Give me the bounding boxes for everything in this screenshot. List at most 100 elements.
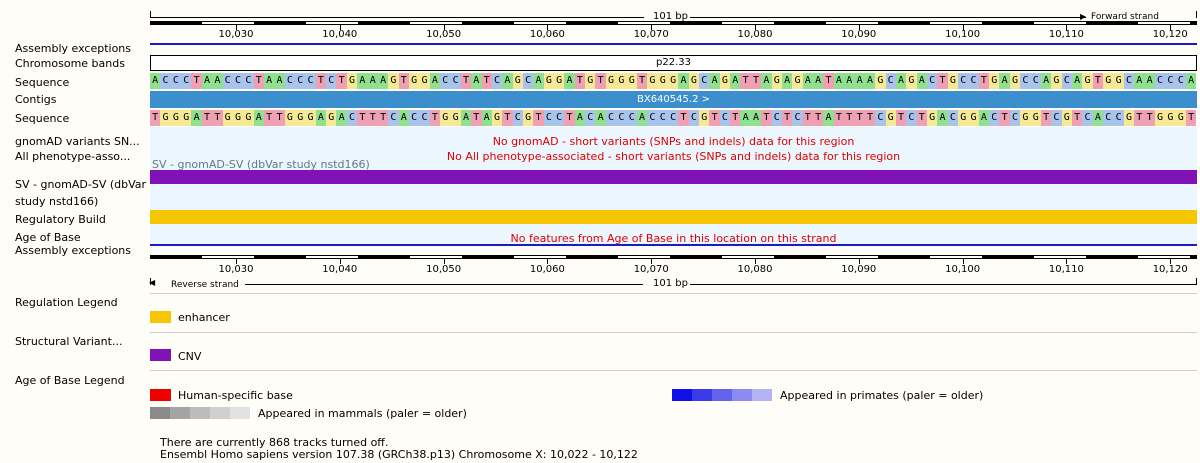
forward-sequence-base[interactable]: C (170, 73, 182, 89)
reverse-sequence-base[interactable]: G (1154, 110, 1166, 126)
forward-sequence-base[interactable]: A (781, 73, 793, 89)
track-label-regulatory-build[interactable]: Regulatory Build (15, 213, 106, 226)
reverse-sequence-base[interactable]: G (1061, 110, 1072, 126)
forward-sequence-base[interactable]: C (1175, 73, 1186, 89)
forward-sequence-base[interactable]: A (357, 73, 368, 89)
forward-sequence-base[interactable]: A (471, 73, 482, 89)
reverse-sequence-base[interactable]: C (616, 110, 627, 126)
reverse-sequence-base[interactable]: G (1020, 110, 1031, 126)
forward-sequence-base[interactable]: T (750, 73, 762, 89)
forward-sequence-base[interactable]: A (429, 73, 441, 89)
reverse-sequence-base[interactable]: A (315, 110, 327, 126)
forward-sequence-base[interactable]: T (460, 73, 472, 89)
forward-sequence-base[interactable]: A (150, 73, 161, 89)
chromosome-band-box[interactable]: p22.33 (150, 55, 1197, 71)
forward-sequence-base[interactable]: C (232, 73, 244, 89)
reverse-sequence-base[interactable]: T (999, 110, 1010, 126)
reverse-sequence-base[interactable]: T (1134, 110, 1145, 126)
forward-sequence-base[interactable]: C (491, 73, 503, 89)
reverse-sequence-base[interactable]: C (989, 110, 1000, 126)
forward-sequence-base[interactable]: C (968, 73, 979, 89)
forward-sequence-base[interactable]: T (315, 73, 327, 89)
reverse-sequence-base[interactable]: A (574, 110, 586, 126)
forward-sequence-base[interactable]: G (1113, 73, 1124, 89)
reverse-sequence-base[interactable]: A (1092, 110, 1104, 126)
reverse-sequence-base[interactable]: A (398, 110, 409, 126)
forward-sequence-base[interactable]: T (253, 73, 264, 89)
reverse-sequence-base[interactable]: T (263, 110, 275, 126)
track-label-sv-line1[interactable]: SV - gnomAD-SV (dbVar (15, 178, 147, 191)
reverse-sequence-base[interactable]: C (792, 110, 803, 126)
reverse-sequence-base[interactable]: A (460, 110, 472, 126)
forward-sequence-base[interactable]: A (367, 73, 378, 89)
track-label-chromosome-bands[interactable]: Chromosome bands (15, 57, 125, 70)
forward-sequence-base[interactable]: C (926, 73, 938, 89)
forward-sequence-base[interactable]: G (657, 73, 668, 89)
forward-sequence-base[interactable]: C (699, 73, 710, 89)
forward-sequence-base[interactable]: C (222, 73, 233, 89)
reverse-sequence-base[interactable]: G (222, 110, 233, 126)
forward-sequence-base[interactable]: G (543, 73, 555, 89)
reverse-sequence-base[interactable]: C (875, 110, 886, 126)
forward-sequence-base[interactable]: G (688, 73, 700, 89)
reverse-sequence-base[interactable]: A (978, 110, 990, 126)
forward-sequence-base[interactable]: A (761, 73, 772, 89)
reverse-sequence-base[interactable]: T (813, 110, 824, 126)
forward-sequence-base[interactable]: G (719, 73, 731, 89)
reverse-sequence-base[interactable]: G (885, 110, 896, 126)
reverse-sequence-base[interactable]: T (916, 110, 927, 126)
reverse-sequence-base[interactable]: T (1185, 110, 1197, 126)
reverse-sequence-base[interactable]: T (1040, 110, 1052, 126)
forward-sequence-base[interactable]: C (1020, 73, 1031, 89)
forward-sequence-base[interactable]: A (833, 73, 845, 89)
forward-sequence-base[interactable]: G (605, 73, 617, 89)
reverse-sequence-base[interactable]: T (377, 110, 389, 126)
reverse-sequence-base[interactable]: T (212, 110, 223, 126)
reverse-sequence-base[interactable]: T (201, 110, 213, 126)
forward-sequence-base[interactable]: G (1103, 73, 1114, 89)
reverse-sequence-base[interactable]: C (554, 110, 565, 126)
reverse-sequence-base[interactable]: C (346, 110, 358, 126)
reverse-sequence-base[interactable]: C (657, 110, 668, 126)
reverse-sequence-base[interactable]: C (605, 110, 617, 126)
track-label-gnomad-variants[interactable]: gnomAD variants SN... (15, 135, 140, 148)
reverse-sequence-base[interactable]: C (1103, 110, 1114, 126)
reverse-sequence-base[interactable]: A (750, 110, 762, 126)
reverse-sequence-base[interactable]: G (926, 110, 938, 126)
reverse-sequence-base[interactable]: G (1165, 110, 1176, 126)
forward-sequence-base[interactable]: G (419, 73, 430, 89)
reverse-sequence-base[interactable]: T (502, 110, 513, 126)
forward-sequence-base[interactable]: G (1051, 73, 1062, 89)
reverse-sequence-base[interactable]: A (336, 110, 347, 126)
forward-sequence-base[interactable]: C (1061, 73, 1072, 89)
reverse-sequence-base[interactable]: C (585, 110, 596, 126)
reverse-sequence-base[interactable]: G (1175, 110, 1186, 126)
reverse-sequence-base[interactable]: T (864, 110, 876, 126)
reverse-sequence-base[interactable]: G (326, 110, 337, 126)
forward-sequence-base[interactable]: C (284, 73, 296, 89)
reverse-sequence-base[interactable]: T (1144, 110, 1155, 126)
forward-sequence-base[interactable]: G (792, 73, 803, 89)
forward-sequence-base[interactable]: C (160, 73, 171, 89)
forward-sequence-base[interactable]: C (1030, 73, 1041, 89)
forward-sequence-base[interactable]: A (916, 73, 927, 89)
forward-sequence-base[interactable]: A (864, 73, 876, 89)
reverse-sequence-base[interactable]: C (667, 110, 679, 126)
reverse-sequence-base[interactable]: C (543, 110, 555, 126)
reverse-sequence-base[interactable]: T (781, 110, 793, 126)
forward-sequence-base[interactable]: C (181, 73, 192, 89)
reverse-sequence-base[interactable]: A (823, 110, 834, 126)
forward-sequence-base[interactable]: C (295, 73, 306, 89)
reverse-sequence-base[interactable]: A (937, 110, 948, 126)
reverse-sequence-base[interactable]: A (595, 110, 606, 126)
forward-sequence-base[interactable]: G (408, 73, 420, 89)
track-label-contigs[interactable]: Contigs (15, 93, 57, 106)
forward-sequence-base[interactable]: C (958, 73, 969, 89)
reverse-sequence-base[interactable]: T (357, 110, 368, 126)
forward-sequence-base[interactable]: G (346, 73, 358, 89)
reverse-sequence-base[interactable]: C (906, 110, 917, 126)
forward-sequence-base[interactable]: T (740, 73, 751, 89)
track-label-assembly-exceptions[interactable]: Assembly exceptions (15, 42, 132, 55)
